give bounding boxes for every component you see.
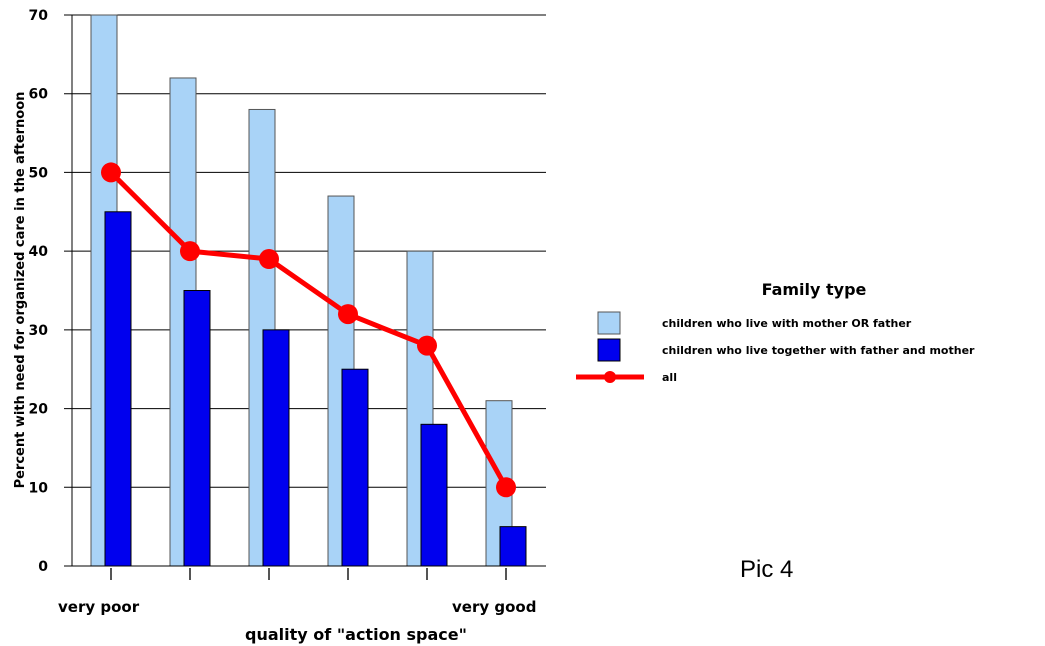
point-all (417, 335, 437, 356)
y-tick-label: 30 (29, 323, 49, 339)
x-axis-label: quality of "action space" (245, 625, 467, 644)
y-tick-label: 0 (38, 559, 48, 575)
bar-father-and-mother (420, 423, 448, 567)
bar-father-and-mother (341, 368, 369, 567)
legend-label: children who live with mother OR father (662, 317, 912, 330)
axes (64, 15, 546, 580)
legend-label: all (662, 371, 677, 384)
y-tick-label: 50 (29, 165, 49, 181)
gridlines (64, 14, 546, 488)
y-tick-label: 70 (29, 8, 49, 24)
legend-swatch (597, 311, 621, 335)
y-tick-label: 10 (29, 480, 49, 496)
y-axis-label: Percent with need for organized care in … (13, 92, 28, 489)
point-all (259, 249, 279, 270)
bars (90, 14, 527, 567)
bar-father-and-mother (104, 211, 132, 567)
point-all (101, 162, 121, 183)
y-tick-label: 40 (29, 244, 49, 260)
legend-label: children who live together with father a… (662, 344, 975, 357)
bar-father-and-mother (262, 329, 290, 567)
pic-label: Pic 4 (740, 556, 793, 583)
line-series (101, 162, 516, 498)
y-tick-label: 60 (29, 87, 49, 103)
line-all (109, 170, 509, 489)
x-end-label-left: very poor (58, 598, 140, 616)
legend-title: Family type (762, 280, 867, 299)
point-all (496, 477, 516, 498)
point-all (180, 241, 200, 262)
point-all (338, 304, 358, 325)
y-tick-label: 20 (29, 402, 49, 418)
legend: Family type children who live with mothe… (576, 280, 975, 384)
legend-marker (604, 371, 616, 383)
bar-father-and-mother (499, 526, 527, 567)
legend-swatch (597, 338, 621, 362)
y-tick-labels: 0 10 20 30 40 50 60 70 (29, 8, 49, 575)
bar-father-and-mother (183, 290, 211, 567)
x-end-label-right: very good (452, 598, 536, 616)
